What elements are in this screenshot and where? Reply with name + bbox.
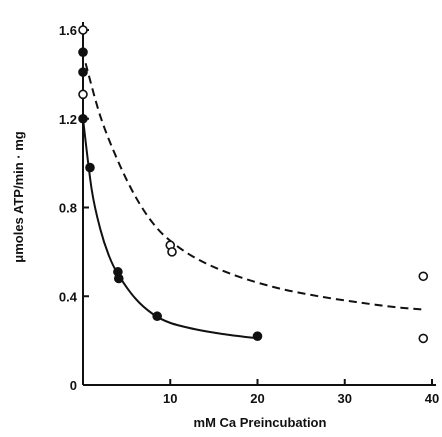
filled-data-point [78, 47, 88, 57]
data-points [78, 25, 429, 344]
ticks: 0 0.4 0.8 1.2 1.6 10 20 30 40 [59, 23, 439, 406]
open-data-point [418, 333, 429, 344]
y-tick-label: 1.2 [59, 112, 77, 127]
open-data-point [78, 89, 88, 100]
y-tick-label: 0.4 [59, 289, 78, 304]
filled-data-point [252, 331, 263, 341]
plot-area [82, 22, 436, 386]
y-tick-label: 0.8 [59, 201, 77, 216]
y-tick-label: 1.6 [59, 23, 77, 38]
solid-fit-curve [82, 118, 258, 340]
open-data-point [418, 271, 429, 282]
y-axis-title: μmoles ATP/min · mg [11, 131, 26, 263]
x-axis-title: mM Ca Preincubation [194, 415, 327, 430]
x-tick-label: 20 [250, 391, 264, 406]
filled-data-point [85, 162, 95, 173]
x-tick-label: 30 [338, 391, 352, 406]
filled-data-point [113, 273, 124, 284]
y-tick-label: 0 [70, 378, 77, 393]
x-tick-label: 40 [425, 391, 439, 406]
filled-data-point [78, 113, 88, 124]
filled-data-point [78, 67, 88, 77]
filled-data-point [152, 311, 162, 322]
fit-curves [82, 63, 424, 340]
open-data-point [167, 247, 177, 257]
dashed-fit-curve [84, 63, 424, 311]
open-data-point [78, 25, 88, 35]
x-tick-label: 10 [163, 391, 177, 406]
